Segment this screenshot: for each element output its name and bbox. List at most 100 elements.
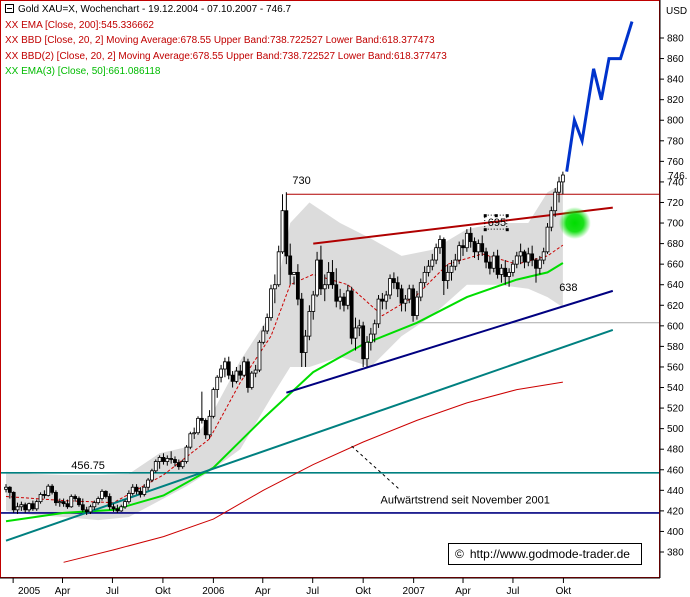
candle-2006-01-08 xyxy=(215,375,220,398)
candle-body xyxy=(88,506,93,513)
candle-2006-07-16 xyxy=(319,245,323,295)
candle-body xyxy=(422,271,427,284)
trendline-0 xyxy=(5,329,614,542)
label-456-75: 456.75 xyxy=(71,460,105,472)
candle-2005-05-22 xyxy=(88,504,93,514)
candle-2007-05-27 xyxy=(491,251,496,273)
candle-2005-01-23 xyxy=(23,502,28,513)
candle-2005-12-11 xyxy=(199,391,204,424)
candle-body xyxy=(495,255,500,275)
y-tick-label-760: 760 xyxy=(667,157,684,168)
y-tick-label-800: 800 xyxy=(667,116,684,127)
candle-2005-09-18 xyxy=(153,459,158,473)
candle-body xyxy=(138,490,143,495)
candle-2007-07-08 xyxy=(514,251,519,269)
candle-2007-02-18 xyxy=(438,235,442,254)
candle-2007-09-02 xyxy=(545,223,550,254)
last-price-label: 746. xyxy=(668,171,687,182)
candle-body xyxy=(146,479,150,488)
candle-2005-04-17 xyxy=(69,494,74,508)
candle-body xyxy=(103,490,108,497)
candle-2006-07-30 xyxy=(326,262,331,289)
candle-body xyxy=(111,506,116,510)
candle-2005-06-26 xyxy=(107,493,112,510)
candle-body xyxy=(526,253,531,263)
candle-body xyxy=(484,251,488,263)
candle-2006-03-19 xyxy=(253,364,258,378)
candle-2006-09-10 xyxy=(349,286,354,345)
y-tick-label-640: 640 xyxy=(667,280,684,291)
y-tick-label-460: 460 xyxy=(667,465,684,476)
candle-body xyxy=(349,290,354,339)
chart-legend: Gold XAU=X, Wochenchart - 19.12.2004 - 0… xyxy=(5,2,447,80)
candle-2005-07-10 xyxy=(115,504,120,513)
candle-2007-09-09 xyxy=(549,206,554,232)
candle-body xyxy=(7,486,12,493)
candle-2005-02-13 xyxy=(34,499,39,511)
candle-body xyxy=(261,330,266,343)
candle-body xyxy=(23,504,28,511)
candle-2005-11-20 xyxy=(188,431,193,450)
chart-window-icon xyxy=(5,4,14,13)
candle-body xyxy=(134,486,139,492)
x-tick-label-1: Apr xyxy=(55,586,71,597)
candle-body xyxy=(384,294,389,302)
x-tick-label-6: Jul xyxy=(306,586,319,597)
candle-body xyxy=(272,284,277,290)
candle-body xyxy=(376,298,381,325)
candle-body xyxy=(522,251,527,263)
candle-body xyxy=(499,267,504,275)
candle-body xyxy=(292,271,296,275)
candle-2005-02-27 xyxy=(42,490,47,499)
candle-2006-08-27 xyxy=(342,292,346,312)
candle-body xyxy=(399,288,404,304)
candle-body xyxy=(368,333,373,343)
candle-2007-02-04 xyxy=(430,253,435,271)
candle-body xyxy=(73,496,78,499)
chart-title: Gold XAU=X, Wochenchart - 19.12.2004 - 0… xyxy=(5,2,447,18)
candle-2006-12-03 xyxy=(395,276,400,298)
candle-2006-01-29 xyxy=(226,356,231,380)
candle-body xyxy=(246,361,250,388)
candle-2007-06-24 xyxy=(507,268,512,287)
candle-body xyxy=(215,376,220,390)
candle-body xyxy=(211,389,216,417)
candle-2005-10-23 xyxy=(173,456,177,467)
selection-handle-2 xyxy=(483,228,487,232)
candle-2007-09-16 xyxy=(553,188,558,217)
horizontal-levels xyxy=(0,193,660,514)
candle-body xyxy=(199,417,204,421)
candle-body xyxy=(461,245,465,249)
candle-2006-03-05 xyxy=(246,358,250,393)
x-tick-label-4: 2006 xyxy=(202,586,225,597)
candle-2007-04-22 xyxy=(472,237,477,258)
candle-body xyxy=(295,271,300,300)
candle-body xyxy=(415,296,419,316)
candle-2005-08-14 xyxy=(134,484,139,495)
candle-2007-03-11 xyxy=(449,260,454,281)
candle-2007-08-26 xyxy=(541,247,546,265)
candle-body xyxy=(361,325,366,360)
candle-body xyxy=(96,498,101,504)
candle-body xyxy=(115,508,120,512)
candle-body xyxy=(438,239,442,249)
candle-2005-05-15 xyxy=(84,506,89,515)
candle-2005-01-09 xyxy=(15,502,20,514)
y-tick-label-700: 700 xyxy=(667,219,684,230)
candle-body xyxy=(226,361,231,376)
candle-body xyxy=(130,486,135,494)
ema200-line xyxy=(63,381,563,563)
candle-2006-06-11 xyxy=(299,292,304,367)
candle-2005-04-24 xyxy=(73,494,78,502)
candle-body xyxy=(54,491,58,504)
candle-body xyxy=(449,265,454,273)
candle-2006-11-12 xyxy=(384,290,389,310)
x-tick-label-2: Jul xyxy=(106,586,119,597)
y-tick-label-860: 860 xyxy=(667,54,684,65)
candle-2004-12-19 xyxy=(4,484,8,493)
candle-body xyxy=(365,341,369,360)
y-tick-label-500: 500 xyxy=(667,424,684,435)
y-tick-label-680: 680 xyxy=(667,239,684,250)
candle-2007-02-11 xyxy=(434,243,439,265)
candle-body xyxy=(196,417,200,434)
